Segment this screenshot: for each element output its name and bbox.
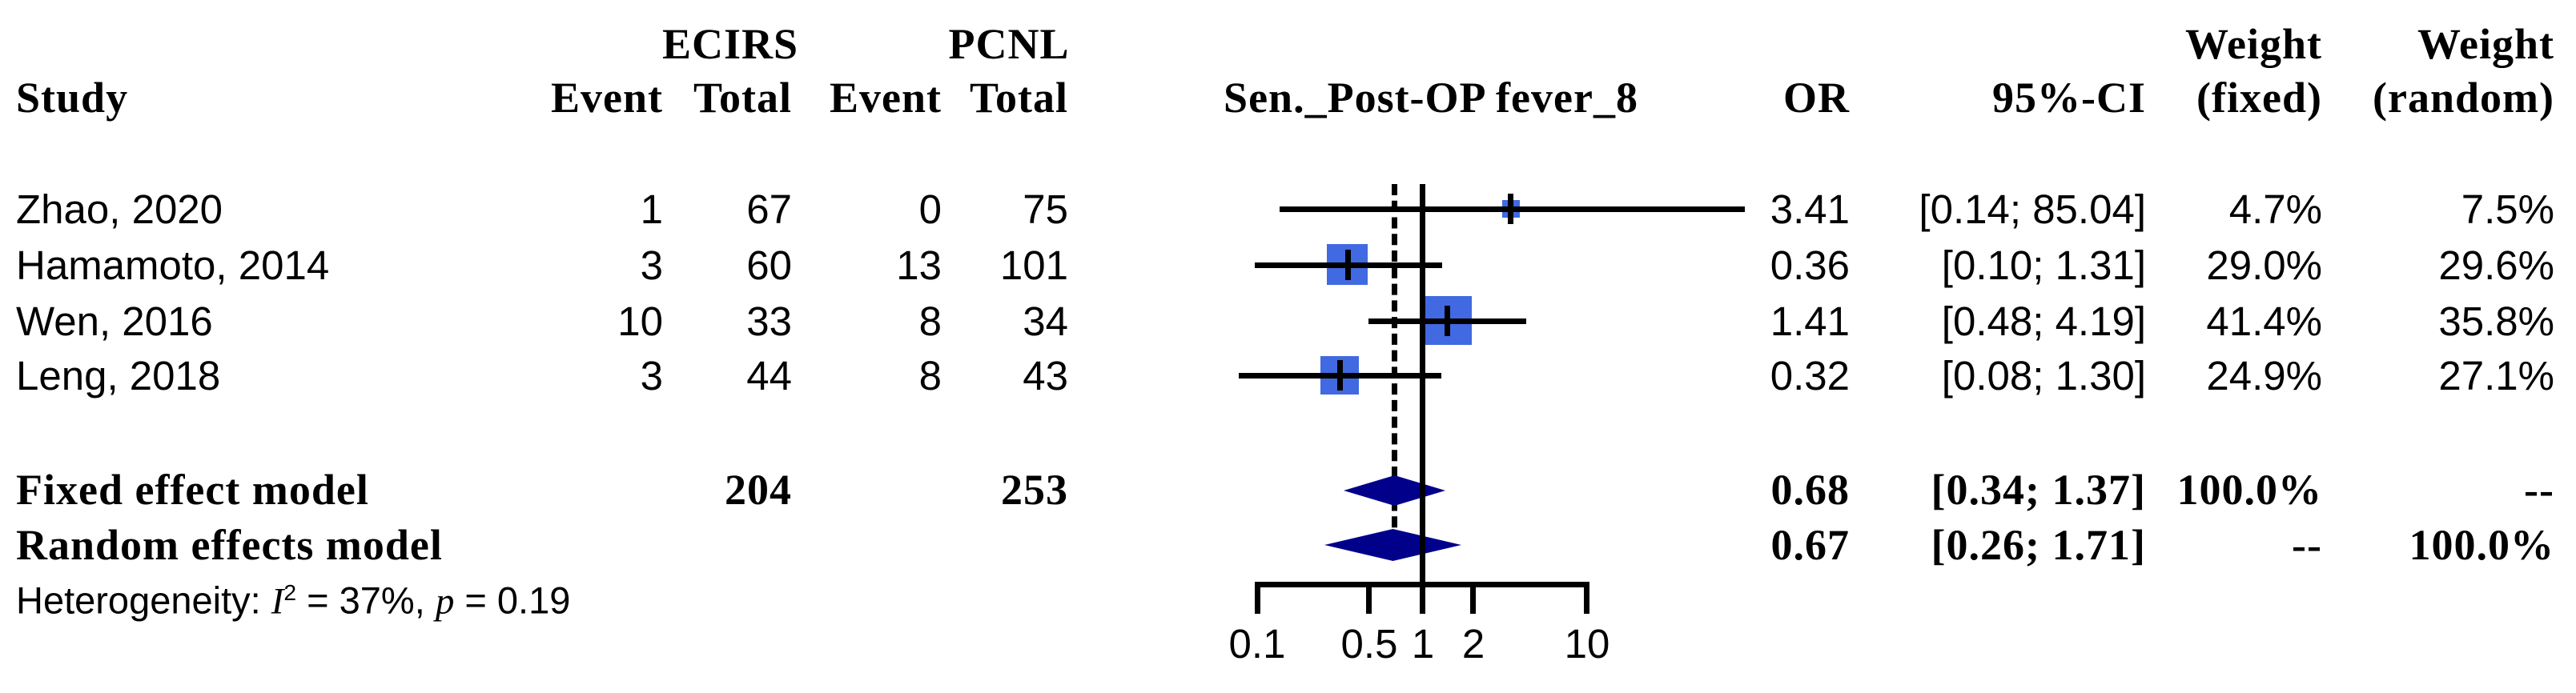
weight-fixed: 29.0% [2206, 242, 2322, 288]
heterogeneity-suffix: = 0.19 [454, 579, 571, 622]
heterogeneity-note: Heterogeneity: I2 = 37%, p = 0.19 [16, 581, 570, 621]
pcnl-total: 43 [1023, 353, 1068, 399]
column-header-or: OR [1783, 74, 1850, 122]
ecirs-total: 33 [746, 298, 792, 344]
random-ci: [0.26; 1.71] [1931, 521, 2146, 569]
column-header-ci: 95%-CI [1992, 74, 2146, 122]
or-point-tick [1445, 306, 1450, 336]
column-header-study: Study [16, 74, 129, 122]
ecirs-event: 1 [640, 186, 663, 232]
weight-random: 29.6% [2438, 242, 2554, 288]
fixed-effect-label: Fixed effect model [16, 466, 369, 514]
study-name: Hamamoto, 2014 [16, 242, 330, 288]
pcnl-event: 13 [896, 242, 942, 288]
column-header-weight-fixed-1: Weight [2184, 20, 2322, 68]
column-header-weight-random-2: (random) [2373, 74, 2554, 122]
ci-value: [0.08; 1.30] [1941, 353, 2146, 399]
ecirs-event: 3 [640, 242, 663, 288]
p-symbol: p [435, 580, 455, 623]
x-axis-label: 0.1 [1228, 621, 1286, 667]
x-axis-label: 10 [1564, 621, 1610, 667]
heterogeneity-mid: = 37%, [296, 579, 436, 622]
column-header-weight-fixed-2: (fixed) [2196, 74, 2322, 122]
or-point-tick [1345, 250, 1351, 280]
fixed-weight-random: -- [2524, 466, 2554, 514]
heterogeneity-prefix: Heterogeneity: [16, 579, 271, 622]
column-group-ecirs: ECIRS [661, 20, 799, 68]
x-axis-tick [1255, 582, 1260, 614]
i-squared-symbol: I [271, 580, 284, 623]
weight-random: 7.5% [2461, 186, 2554, 232]
pcnl-total: 75 [1023, 186, 1068, 232]
study-name: Wen, 2016 [16, 298, 213, 344]
or-value: 0.36 [1770, 242, 1850, 288]
x-axis-tick [1584, 582, 1589, 614]
or-value: 1.41 [1770, 298, 1850, 344]
weight-random: 27.1% [2438, 353, 2554, 399]
or-value: 3.41 [1770, 186, 1850, 232]
column-header-total-ecirs: Total [693, 74, 792, 122]
fixed-ci: [0.34; 1.37] [1931, 466, 2146, 514]
column-header-total-pcnl: Total [969, 74, 1068, 122]
column-header-event-pcnl: Event [830, 74, 942, 122]
ecirs-total: 44 [746, 353, 792, 399]
or-point-tick [1508, 194, 1513, 224]
pcnl-event: 8 [918, 298, 942, 344]
weight-fixed: 24.9% [2206, 353, 2322, 399]
random-weight-random: 100.0% [2409, 521, 2554, 569]
plot-title: Sen._Post-OP fever_8 [1224, 74, 1638, 122]
x-axis-label: 1 [1411, 621, 1435, 667]
weight-fixed: 4.7% [2228, 186, 2322, 232]
column-header-weight-random-1: Weight [2417, 20, 2554, 68]
ecirs-total: 67 [746, 186, 792, 232]
fixed-or: 0.68 [1770, 466, 1850, 514]
x-axis-label: 2 [1461, 621, 1485, 667]
random-effects-label: Random effects model [16, 521, 443, 569]
ci-value: [0.10; 1.31] [1941, 242, 2146, 288]
x-axis-label: 0.5 [1340, 621, 1398, 667]
x-axis-tick [1366, 582, 1372, 614]
fixed-ecirs-total: 204 [725, 466, 792, 514]
random-weight-fixed: -- [2292, 521, 2322, 569]
study-name: Leng, 2018 [16, 353, 221, 399]
fixed-pcnl-total: 253 [1001, 466, 1068, 514]
weight-fixed: 41.4% [2206, 298, 2322, 344]
null-effect-line [1420, 184, 1425, 614]
or-value: 0.32 [1770, 353, 1850, 399]
pcnl-total: 101 [999, 242, 1068, 288]
study-name: Zhao, 2020 [16, 186, 223, 232]
ecirs-event: 10 [617, 298, 663, 344]
or-point-tick [1337, 360, 1343, 391]
ecirs-event: 3 [640, 353, 663, 399]
pcnl-event: 8 [918, 353, 942, 399]
column-header-event-ecirs: Event [551, 74, 663, 122]
fixed-weight-fixed: 100.0% [2176, 466, 2322, 514]
pcnl-event: 0 [918, 186, 942, 232]
i-squared-exponent: 2 [283, 579, 297, 605]
pcnl-total: 34 [1023, 298, 1068, 344]
random-effects-diamond [1324, 529, 1461, 561]
x-axis-tick [1470, 582, 1476, 614]
x-axis-tick [1420, 582, 1425, 614]
random-or: 0.67 [1770, 521, 1850, 569]
column-group-pcnl: PCNL [948, 20, 1070, 68]
ci-value: [0.48; 4.19] [1941, 298, 2146, 344]
pooled-estimate-dashed-line [1392, 184, 1397, 544]
weight-random: 35.8% [2438, 298, 2554, 344]
fixed-effect-diamond [1344, 475, 1445, 506]
ci-value: [0.14; 85.04] [1919, 186, 2146, 232]
ecirs-total: 60 [746, 242, 792, 288]
